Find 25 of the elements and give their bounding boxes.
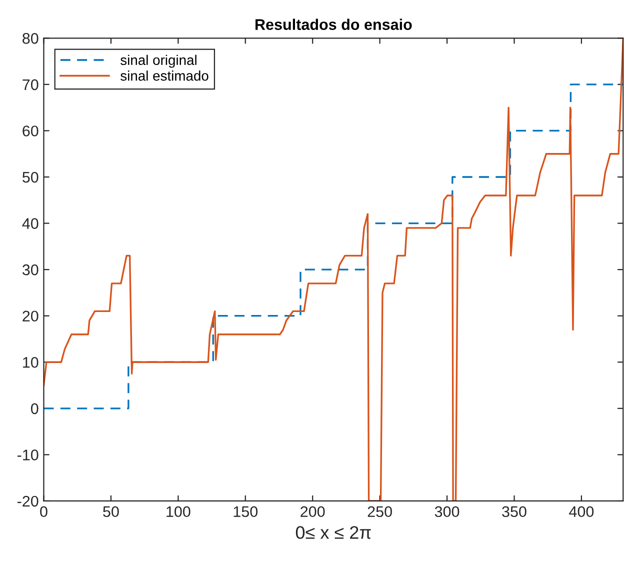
x-tick-label: 200: [300, 506, 325, 518]
y-tick-label: 40: [22, 218, 38, 229]
x-tick-label: 50: [103, 506, 119, 518]
y-tick-label: -20: [17, 496, 38, 507]
x-tick-label: 0: [40, 506, 48, 518]
x-axis-title: 0≤ x ≤ 2π: [296, 526, 371, 539]
x-tick-label: 150: [234, 506, 258, 518]
y-tick-label: 0: [30, 403, 38, 414]
y-tick-label: 30: [22, 264, 38, 276]
x-tick-label: 300: [434, 506, 460, 518]
x-tick-label: 350: [502, 506, 526, 518]
y-tick-label: -10: [17, 450, 38, 460]
x-tick-label: 100: [166, 506, 190, 518]
y-tick-label: 10: [23, 356, 38, 368]
y-tick-label: 80: [22, 33, 38, 44]
line-series: [44, 38, 624, 501]
y-tick-label: 60: [22, 126, 38, 136]
legend-label: sinal estimado: [120, 70, 208, 81]
x-tick-label: 250: [368, 506, 392, 518]
chart-title: Resultados do ensaio: [256, 18, 412, 30]
x-tick-label: 400: [569, 506, 594, 518]
y-tick-label: 70: [22, 79, 38, 90]
y-tick-label: 20: [22, 310, 38, 322]
y-tick-label: 50: [22, 172, 38, 183]
legend-label: sinal original: [120, 54, 196, 68]
